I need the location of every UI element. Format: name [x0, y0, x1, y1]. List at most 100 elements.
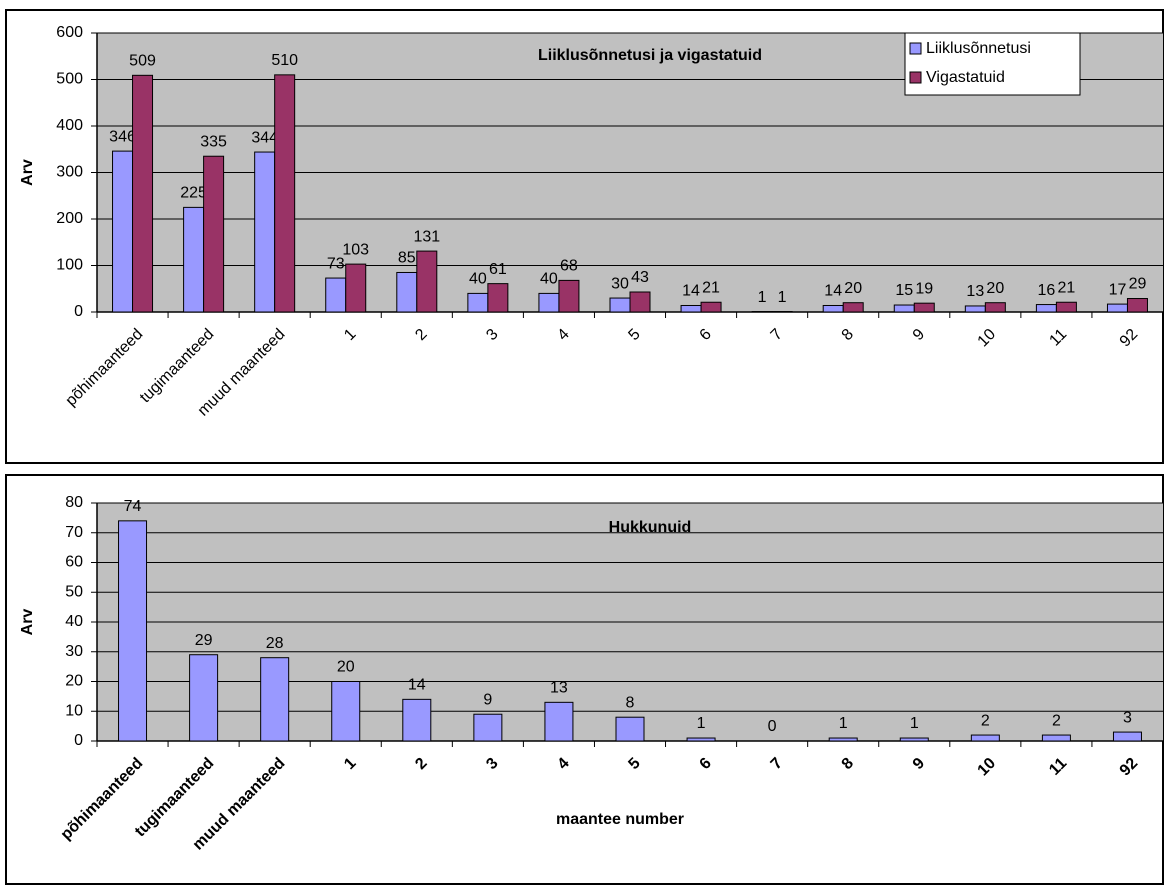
- data-label: 131: [413, 228, 440, 245]
- bar: [261, 658, 289, 741]
- data-label: 29: [195, 632, 213, 649]
- data-label: 68: [560, 258, 578, 275]
- data-label: 2: [981, 712, 990, 729]
- data-label: 20: [844, 280, 862, 297]
- bar: [1056, 302, 1076, 312]
- data-label: 0: [768, 718, 777, 735]
- y-axis-label: Arv: [19, 159, 36, 186]
- bar: [894, 305, 914, 312]
- data-label: 3: [1123, 709, 1132, 726]
- data-label: 1: [697, 715, 706, 732]
- bar: [616, 717, 644, 741]
- data-label: 14: [824, 283, 842, 300]
- bar: [113, 151, 133, 312]
- legend-label: Liiklusõnnetusi: [926, 40, 1031, 57]
- x-axis-label: maantee number: [556, 811, 684, 828]
- bar: [610, 298, 630, 312]
- y-tick-label: 100: [56, 257, 83, 274]
- chart-title: Hukkunuid: [609, 519, 692, 536]
- bar: [204, 156, 224, 312]
- bar: [630, 292, 650, 312]
- data-label: 20: [986, 280, 1004, 297]
- data-label: 30: [611, 275, 629, 292]
- bar: [900, 738, 928, 741]
- data-label: 19: [915, 280, 933, 297]
- data-label: 8: [626, 694, 635, 711]
- data-label: 9: [483, 691, 492, 708]
- data-label: 509: [129, 53, 156, 70]
- data-label: 13: [550, 680, 568, 697]
- bar: [184, 207, 204, 312]
- y-tick-label: 40: [65, 613, 83, 630]
- bar: [1127, 299, 1147, 312]
- data-label: 74: [124, 498, 142, 515]
- bar: [1042, 735, 1070, 741]
- y-tick-label: 30: [65, 643, 83, 660]
- bar: [545, 702, 573, 741]
- y-tick-label: 600: [56, 24, 83, 41]
- legend-swatch: [910, 43, 921, 54]
- data-label: 40: [540, 271, 558, 288]
- data-label: 85: [398, 250, 416, 267]
- bar: [965, 306, 985, 312]
- y-tick-label: 60: [65, 554, 83, 571]
- y-axis-label: Arv: [19, 609, 36, 636]
- data-label: 17: [1109, 281, 1127, 298]
- bar: [488, 284, 508, 312]
- bar: [403, 699, 431, 741]
- bar: [255, 152, 275, 312]
- y-tick-label: 0: [74, 732, 83, 749]
- bar: [190, 655, 218, 741]
- data-label: 13: [966, 283, 984, 300]
- bar: [326, 278, 346, 312]
- chart-title: Liiklusõnnetusi ja vigastatuid: [538, 47, 762, 64]
- y-tick-label: 200: [56, 210, 83, 227]
- bar: [914, 303, 934, 312]
- bar: [843, 303, 863, 312]
- bar: [1113, 732, 1141, 741]
- data-label: 1: [758, 289, 767, 306]
- data-label: 61: [489, 261, 507, 278]
- bar: [346, 264, 366, 312]
- y-tick-label: 300: [56, 164, 83, 181]
- y-tick-label: 20: [65, 673, 83, 690]
- bar: [1107, 304, 1127, 312]
- bar: [829, 738, 857, 741]
- bar: [681, 305, 701, 312]
- data-label: 510: [271, 52, 298, 69]
- bar: [474, 714, 502, 741]
- bar: [1036, 305, 1056, 312]
- bar: [468, 293, 488, 312]
- bar: [417, 251, 437, 312]
- bar: [133, 75, 153, 312]
- bar: [823, 305, 843, 312]
- y-tick-label: 70: [65, 524, 83, 541]
- legend-swatch: [910, 72, 921, 83]
- data-label: 21: [702, 279, 720, 296]
- y-tick-label: 80: [65, 494, 83, 511]
- data-label: 43: [631, 269, 649, 286]
- data-label: 1: [910, 715, 919, 732]
- data-label: 14: [682, 283, 700, 300]
- bar: [539, 293, 559, 312]
- data-label: 16: [1038, 282, 1056, 299]
- data-label: 346: [109, 128, 136, 145]
- bar: [985, 303, 1005, 312]
- bar: [332, 682, 360, 742]
- bar: [559, 280, 579, 312]
- data-label: 1: [839, 715, 848, 732]
- data-label: 40: [469, 271, 487, 288]
- data-label: 14: [408, 677, 426, 694]
- legend-label: Vigastatuid: [926, 69, 1005, 86]
- bar: [971, 735, 999, 741]
- data-label: 335: [200, 133, 227, 150]
- y-tick-label: 500: [56, 71, 83, 88]
- y-tick-label: 400: [56, 117, 83, 134]
- data-label: 28: [266, 635, 284, 652]
- data-label: 103: [342, 241, 369, 258]
- data-label: 15: [895, 282, 913, 299]
- data-label: 20: [337, 659, 355, 676]
- y-tick-label: 50: [65, 583, 83, 600]
